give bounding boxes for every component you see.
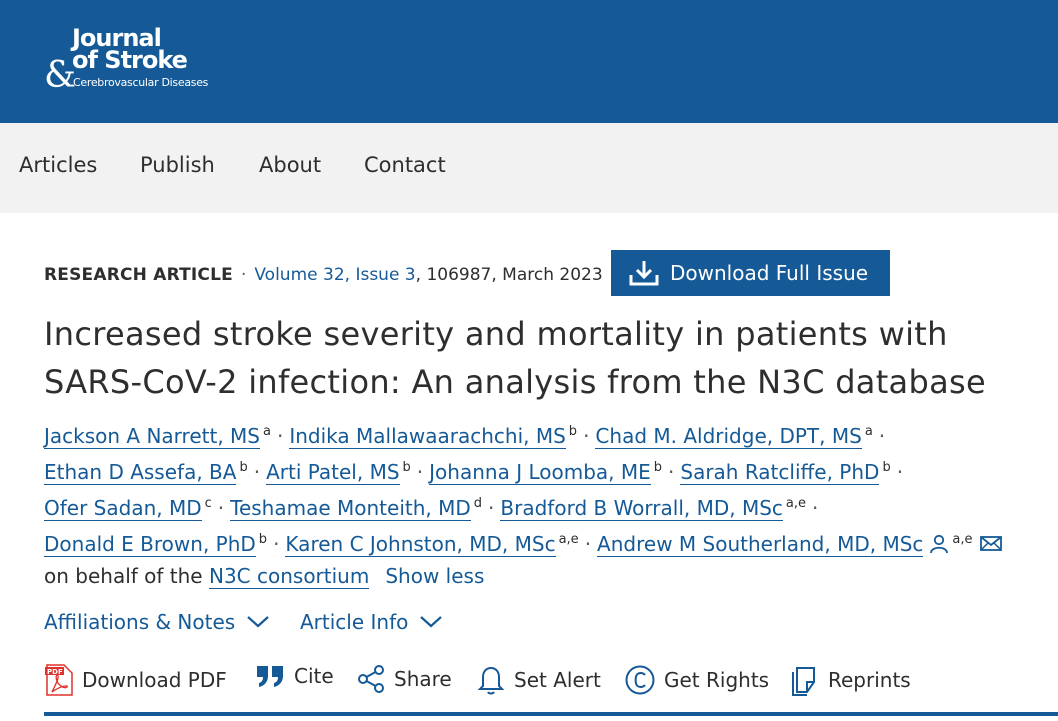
author-separator: · xyxy=(488,495,495,520)
author-affil-sup: a,e xyxy=(785,496,807,511)
author-separator: · xyxy=(416,459,424,484)
logo-line-2: of Stroke xyxy=(72,46,188,74)
show-less-button[interactable]: Show less xyxy=(385,564,485,588)
pdf-icon: PDF xyxy=(45,664,73,696)
authors-line-1: Jackson A Narrett, MS a · Indika Mallawaara… xyxy=(44,419,891,449)
site-header: Journal of Stroke & Cerebrovascular Dise… xyxy=(0,0,1058,123)
nav-contact[interactable]: Contact xyxy=(364,153,446,177)
author-link[interactable]: Sarah Ratcliffe, PhD xyxy=(680,459,880,485)
affiliations-notes-toggle[interactable]: Affiliations & Notes xyxy=(44,610,270,634)
article-meta: RESEARCH ARTICLE · Volume 32, Issue 3, 106… xyxy=(44,265,603,285)
author-link[interactable]: Teshamae Monteith, MD xyxy=(230,495,471,521)
article-type: RESEARCH ARTICLE xyxy=(44,265,233,285)
authors-line-2: Ethan D Assefa, BA b · Arti Patel, MS b · Joha… xyxy=(44,455,909,485)
author-affil-sup: b xyxy=(239,460,248,475)
volume-link[interactable]: Volume 32, Issue 3 xyxy=(254,265,416,285)
author-separator: · xyxy=(273,531,280,556)
author-link[interactable]: Bradford B Worrall, MD, MSc xyxy=(500,495,783,521)
author-separator: · xyxy=(896,459,904,484)
author-affil-sup: a,e xyxy=(558,532,579,547)
journal-logo[interactable]: Journal of Stroke & Cerebrovascular Dise… xyxy=(44,26,234,96)
author-link[interactable]: Chad M. Aldridge, DPT, MS xyxy=(595,423,862,449)
nav-about[interactable]: About xyxy=(259,153,322,177)
get-rights-button[interactable]: Get Rights xyxy=(624,664,769,696)
section-divider xyxy=(44,712,1058,716)
author-link[interactable]: Karen C Johnston, MD, MSc xyxy=(285,531,556,557)
reprints-button[interactable]: Reprints xyxy=(790,664,911,696)
quote-icon xyxy=(257,666,283,687)
author-affil-sup: b xyxy=(653,460,663,475)
author-affil-sup: b xyxy=(882,460,891,475)
author-separator: · xyxy=(217,495,225,520)
article-info-label: Article Info xyxy=(300,610,409,634)
author-affil-sup: a xyxy=(263,424,271,439)
author-link[interactable]: Donald E Brown, PhD xyxy=(44,531,256,557)
get-rights-label: Get Rights xyxy=(664,668,770,692)
author-separator: · xyxy=(878,423,886,448)
share-button[interactable]: Share xyxy=(356,664,452,694)
author-affil-sup: a xyxy=(864,424,873,439)
authors-line-5: on behalf of the N3C consortium Show less xyxy=(44,563,484,589)
author-affil-sup: b xyxy=(258,532,268,547)
nav-publish[interactable]: Publish xyxy=(140,153,215,177)
set-alert-label: Set Alert xyxy=(514,668,601,692)
meta-separator: · xyxy=(240,265,247,285)
set-alert-button[interactable]: Set Alert xyxy=(476,664,601,696)
author-affil-sup: a,e xyxy=(952,532,973,547)
download-icon xyxy=(629,261,659,286)
author-link[interactable]: Indika Mallawaarachchi, MS xyxy=(289,423,566,449)
author-affil-sup: b xyxy=(568,424,578,439)
author-link[interactable]: Johanna J Loomba, ME xyxy=(429,459,651,485)
author-separator: · xyxy=(583,423,590,448)
reprints-icon xyxy=(792,667,815,696)
chevron-down-icon xyxy=(419,616,442,628)
article-title: Increased stroke severity and mortality … xyxy=(44,315,986,401)
person-icon xyxy=(930,534,949,553)
download-full-issue-label: Download Full Issue xyxy=(670,261,869,285)
author-link[interactable]: Arti Patel, MS xyxy=(266,459,400,485)
author-separator: · xyxy=(276,423,284,448)
consortium-link[interactable]: N3C consortium xyxy=(208,564,370,589)
email-icon[interactable] xyxy=(979,534,1003,554)
main-nav: Articles Publish About Contact xyxy=(0,123,1058,213)
logo-line-1: Journal xyxy=(72,24,162,52)
author-link[interactable]: Ofer Sadan, MD xyxy=(44,495,202,521)
authors-line-4: Donald E Brown, PhD b · Karen C Johnston, M… xyxy=(44,527,1003,557)
share-label: Share xyxy=(394,667,452,691)
svg-text:PDF: PDF xyxy=(47,668,63,676)
cite-button[interactable]: Cite xyxy=(256,664,334,688)
authors-line-3: Ofer Sadan, MD c · Teshamae Monteith, MD d · B… xyxy=(44,491,824,521)
reprints-label: Reprints xyxy=(828,668,911,692)
chevron-down-icon xyxy=(246,616,269,628)
author-separator: · xyxy=(584,531,592,556)
corresponding-author-link[interactable]: Andrew M Southerland, MD, MSc xyxy=(597,531,924,557)
author-link[interactable]: Jackson A Narrett, MS xyxy=(44,423,260,449)
download-full-issue-button[interactable]: Download Full Issue xyxy=(611,250,890,296)
behalf-text: on behalf of the xyxy=(44,564,209,588)
logo-ampersand: & xyxy=(44,55,77,96)
download-pdf-label: Download PDF xyxy=(82,668,227,692)
citation-details: , 106987, March 2023 xyxy=(415,265,603,285)
author-link[interactable]: Ethan D Assefa, BA xyxy=(44,459,237,485)
bell-icon xyxy=(477,666,505,695)
affiliations-label: Affiliations & Notes xyxy=(44,610,236,634)
article-info-toggle[interactable]: Article Info xyxy=(300,610,443,634)
download-pdf-button[interactable]: PDF Download PDF xyxy=(44,664,227,696)
author-affil-sup: b xyxy=(402,460,411,475)
logo-line-3: Cerebrovascular Diseases xyxy=(73,76,209,89)
author-separator: · xyxy=(253,459,261,484)
cite-label: Cite xyxy=(294,664,334,688)
author-affil-sup: d xyxy=(473,496,483,511)
author-separator: · xyxy=(812,495,819,520)
author-affil-sup: c xyxy=(204,496,212,511)
author-separator: · xyxy=(668,459,675,484)
share-icon xyxy=(358,665,384,693)
copyright-icon xyxy=(625,665,655,695)
nav-articles[interactable]: Articles xyxy=(19,153,98,177)
